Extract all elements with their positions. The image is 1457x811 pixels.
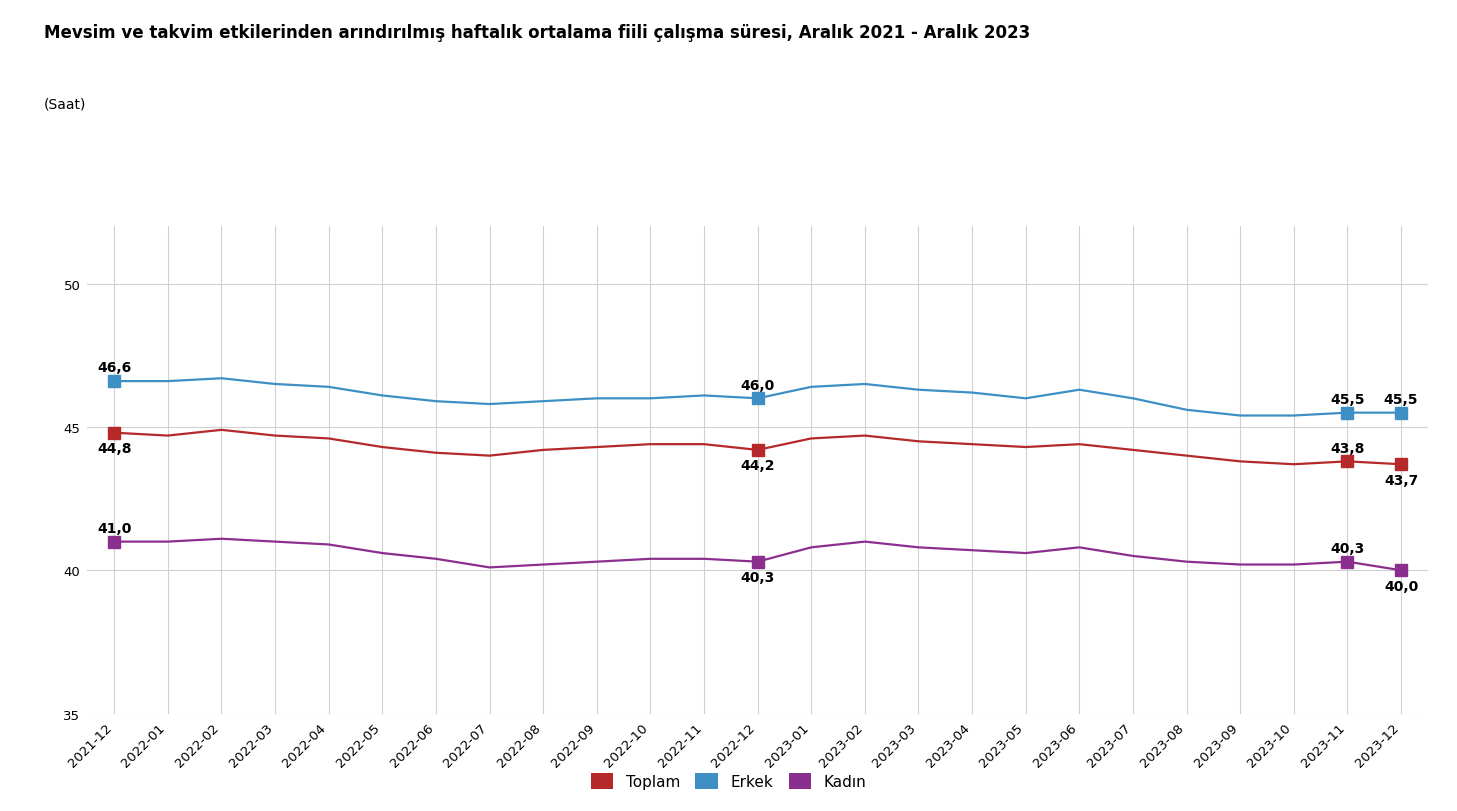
- Text: 45,5: 45,5: [1330, 393, 1365, 406]
- Text: 40,3: 40,3: [740, 570, 775, 585]
- Text: 44,2: 44,2: [740, 459, 775, 473]
- Text: 46,0: 46,0: [740, 378, 775, 392]
- Text: 41,0: 41,0: [98, 521, 131, 535]
- Text: 44,8: 44,8: [98, 442, 131, 456]
- Text: 45,5: 45,5: [1384, 393, 1418, 406]
- Text: 43,8: 43,8: [1330, 441, 1365, 455]
- Text: Mevsim ve takvim etkilerinden arındırılmış haftalık ortalama fiili çalışma süres: Mevsim ve takvim etkilerinden arındırılm…: [44, 24, 1030, 42]
- Text: 40,0: 40,0: [1384, 579, 1418, 593]
- Legend: Toplam, Erkek, Kadın: Toplam, Erkek, Kadın: [584, 767, 873, 796]
- Text: 46,6: 46,6: [98, 361, 131, 375]
- Text: 40,3: 40,3: [1330, 541, 1365, 556]
- Text: (Saat): (Saat): [44, 97, 86, 111]
- Text: 43,7: 43,7: [1384, 473, 1418, 487]
